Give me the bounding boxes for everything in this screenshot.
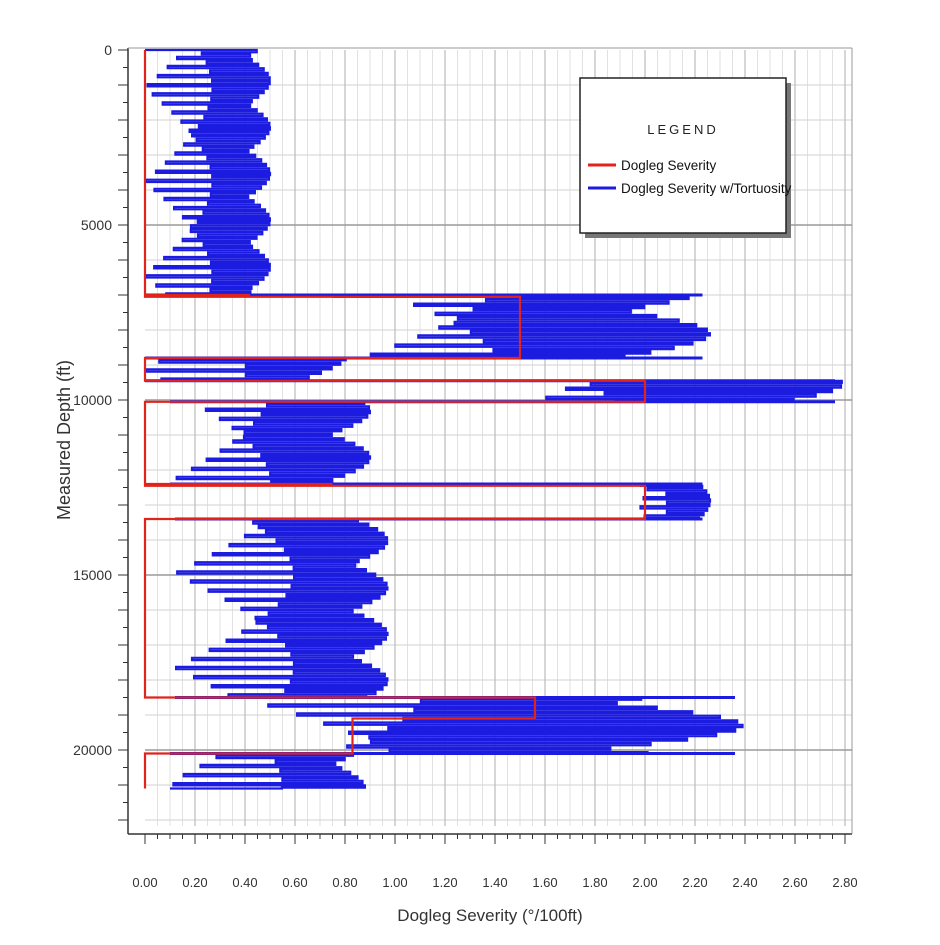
x-tick-label: 0.80 [332,875,357,890]
x-tick-label: 1.60 [532,875,557,890]
x-tick-label: 2.40 [732,875,757,890]
series-tortuosity-zone [175,517,389,699]
x-tick-label: 0.00 [132,875,157,890]
legend-label-dogleg-severity: Dogleg Severity [621,158,717,173]
series-tortuosity-zone [475,379,843,403]
legend-box [579,77,787,234]
x-tick-label: 0.60 [282,875,307,890]
axes-layer [127,47,853,835]
series-tortuosity-zone [144,356,347,382]
series-tortuosity-zone [170,752,366,790]
series-tortuosity-zone [639,484,712,521]
y-tick-label: 0 [104,42,112,58]
y-tick-label: 5000 [81,217,112,233]
x-tick-label: 1.80 [582,875,607,890]
series-tortuosity-zone [170,400,372,486]
y-tick-label: 10000 [73,392,112,408]
x-tick-label: 1.40 [482,875,507,890]
legend: LEGEND Dogleg Severity Dogleg Severity w… [579,77,792,238]
y-tick-label: 20000 [73,742,112,758]
x-tick-label: 2.60 [782,875,807,890]
x-tick-label: 1.00 [382,875,407,890]
x-axis-title: Dogleg Severity (°/100ft) [397,906,582,925]
series-tortuosity-zone [332,295,712,360]
x-tick-label: 0.40 [232,875,257,890]
x-tick-label: 1.20 [432,875,457,890]
x-tick-label: 2.80 [832,875,857,890]
series-tortuosity-zone [144,48,272,297]
series-tortuosity-zone [225,696,744,755]
x-tick-label: 0.20 [182,875,207,890]
legend-label-dogleg-severity-tortuosity: Dogleg Severity w/Tortuosity [621,181,792,196]
series-dogleg-severity [143,50,647,789]
series-layer [143,48,843,790]
x-tick-label: 2.20 [682,875,707,890]
ticks-layer: 0.00 0.20 0.40 0.60 0.80 1.00 1.20 1.40 1.60 1.80… [73,42,858,890]
y-tick-label: 15000 [73,567,112,583]
legend-title: LEGEND [647,122,718,137]
x-tick-label: 2.00 [632,875,657,890]
y-axis-title: Measured Depth (ft) [54,360,74,520]
